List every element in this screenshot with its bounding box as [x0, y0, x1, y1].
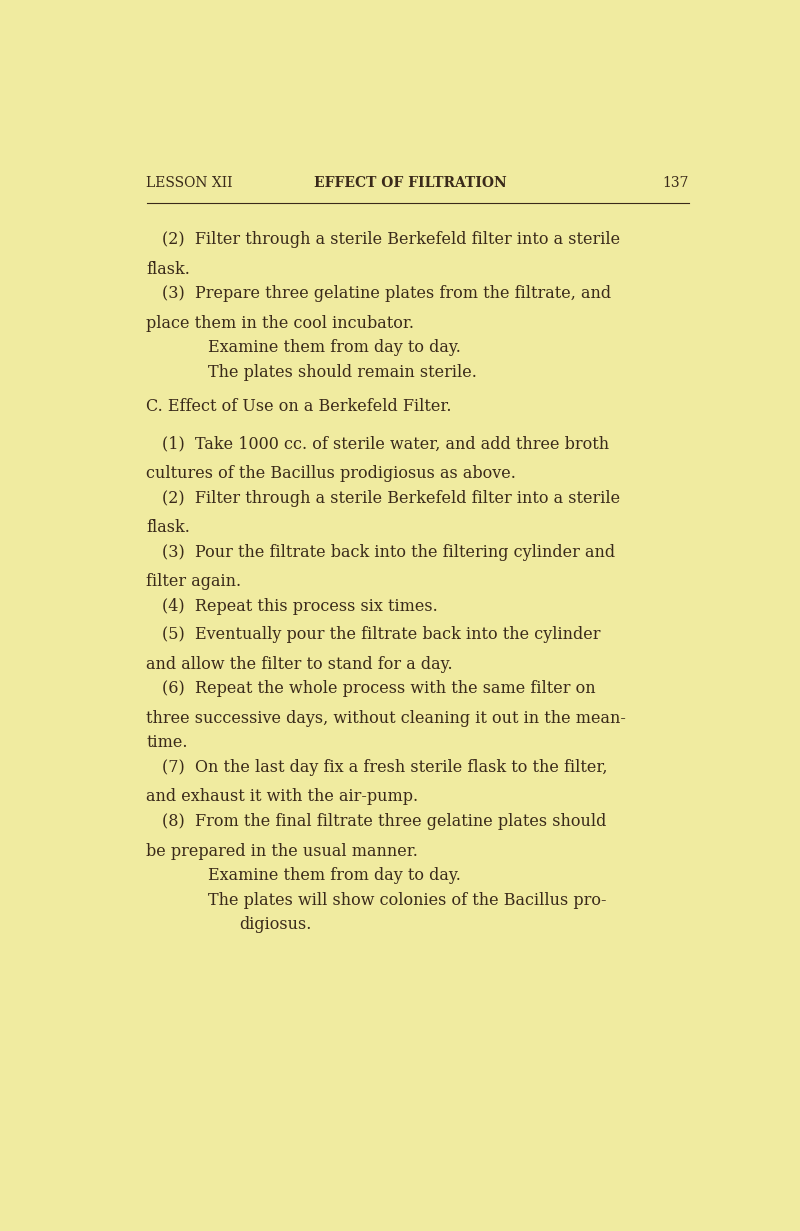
Text: flask.: flask.: [146, 519, 190, 537]
Text: cultures of the Bacillus prodigiosus as above.: cultures of the Bacillus prodigiosus as …: [146, 465, 516, 483]
Text: (4)  Repeat this process six times.: (4) Repeat this process six times.: [162, 598, 438, 616]
Text: flask.: flask.: [146, 261, 190, 277]
Text: and exhaust it with the air-pump.: and exhaust it with the air-pump.: [146, 789, 418, 805]
Text: (3)  Pour the filtrate back into the filtering cylinder and: (3) Pour the filtrate back into the filt…: [162, 544, 615, 561]
Text: LESSON XII: LESSON XII: [146, 176, 233, 191]
Text: (5)  Eventually pour the filtrate back into the cylinder: (5) Eventually pour the filtrate back in…: [162, 627, 601, 644]
Text: Examine them from day to day.: Examine them from day to day.: [209, 867, 462, 884]
Text: (7)  On the last day fix a fresh sterile flask to the filter,: (7) On the last day fix a fresh sterile …: [162, 760, 607, 776]
Text: (2)  Filter through a sterile Berkefeld filter into a sterile: (2) Filter through a sterile Berkefeld f…: [162, 231, 620, 249]
Text: (2)  Filter through a sterile Berkefeld filter into a sterile: (2) Filter through a sterile Berkefeld f…: [162, 490, 620, 507]
Text: EFFECT OF FILTRATION: EFFECT OF FILTRATION: [314, 176, 506, 191]
Text: Examine them from day to day.: Examine them from day to day.: [209, 340, 462, 356]
Text: place them in the cool incubator.: place them in the cool incubator.: [146, 315, 414, 331]
Text: (8)  From the final filtrate three gelatine plates should: (8) From the final filtrate three gelati…: [162, 814, 606, 830]
Text: and allow the filter to stand for a day.: and allow the filter to stand for a day.: [146, 656, 453, 673]
Text: digiosus.: digiosus.: [239, 916, 312, 933]
Text: (1)  Take 1000 cc. of sterile water, and add three broth: (1) Take 1000 cc. of sterile water, and …: [162, 436, 609, 453]
Text: (3)  Prepare three gelatine plates from the filtrate, and: (3) Prepare three gelatine plates from t…: [162, 286, 611, 302]
Text: The plates will show colonies of the Bacillus pro-: The plates will show colonies of the Bac…: [209, 891, 607, 908]
Text: three successive days, without cleaning it out in the mean-: three successive days, without cleaning …: [146, 710, 626, 726]
Text: (6)  Repeat the whole process with the same filter on: (6) Repeat the whole process with the sa…: [162, 681, 596, 698]
Text: filter again.: filter again.: [146, 574, 242, 591]
Text: 137: 137: [662, 176, 689, 191]
Text: C. Effect of Use on a Berkefeld Filter.: C. Effect of Use on a Berkefeld Filter.: [146, 398, 452, 415]
Text: time.: time.: [146, 735, 188, 751]
Text: The plates should remain sterile.: The plates should remain sterile.: [209, 364, 478, 380]
Text: be prepared in the usual manner.: be prepared in the usual manner.: [146, 842, 418, 859]
